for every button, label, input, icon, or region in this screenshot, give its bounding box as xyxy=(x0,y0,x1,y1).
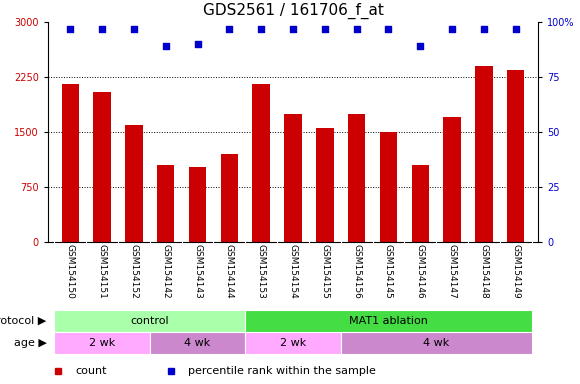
Text: protocol ▶: protocol ▶ xyxy=(0,316,46,326)
Bar xyxy=(316,128,334,242)
Point xyxy=(256,25,266,31)
Text: GSM154156: GSM154156 xyxy=(352,244,361,299)
Text: GSM154151: GSM154151 xyxy=(97,244,107,299)
Text: percentile rank within the sample: percentile rank within the sample xyxy=(188,366,375,376)
Bar xyxy=(220,154,238,242)
Text: 4 wk: 4 wk xyxy=(423,338,450,348)
Text: MAT1 ablation: MAT1 ablation xyxy=(349,316,428,326)
Text: GSM154143: GSM154143 xyxy=(193,244,202,299)
Point xyxy=(511,25,520,31)
Bar xyxy=(189,167,206,242)
Text: GSM154146: GSM154146 xyxy=(416,244,425,299)
Bar xyxy=(150,333,245,354)
Point xyxy=(161,43,171,49)
Bar xyxy=(443,118,461,242)
Text: 2 wk: 2 wk xyxy=(89,338,115,348)
Text: age ▶: age ▶ xyxy=(13,338,46,348)
Text: 2 wk: 2 wk xyxy=(280,338,306,348)
Point xyxy=(288,25,298,31)
Text: count: count xyxy=(75,366,107,376)
Text: 4 wk: 4 wk xyxy=(184,338,211,348)
Bar xyxy=(380,132,397,242)
Bar xyxy=(55,310,245,331)
Point xyxy=(384,25,393,31)
Point xyxy=(224,25,234,31)
Point xyxy=(479,25,488,31)
Bar xyxy=(340,333,532,354)
Text: GSM154144: GSM154144 xyxy=(225,244,234,299)
Text: control: control xyxy=(130,316,169,326)
Text: GSM154148: GSM154148 xyxy=(480,244,488,299)
Bar xyxy=(157,165,175,242)
Bar xyxy=(507,70,524,242)
Text: GSM154142: GSM154142 xyxy=(161,244,170,299)
Point xyxy=(352,25,361,31)
Title: GDS2561 / 161706_f_at: GDS2561 / 161706_f_at xyxy=(202,3,383,19)
Bar xyxy=(125,125,143,242)
Point xyxy=(129,25,139,31)
Bar xyxy=(412,165,429,242)
Point xyxy=(447,25,456,31)
Text: GSM154154: GSM154154 xyxy=(288,244,298,299)
Point xyxy=(66,25,75,31)
Text: GSM154150: GSM154150 xyxy=(66,244,75,299)
Bar xyxy=(93,92,111,242)
Text: GSM154147: GSM154147 xyxy=(448,244,456,299)
Text: GSM154145: GSM154145 xyxy=(384,244,393,299)
Bar xyxy=(252,84,270,242)
Text: GSM154149: GSM154149 xyxy=(511,244,520,299)
Bar xyxy=(55,333,150,354)
Text: GSM154152: GSM154152 xyxy=(129,244,139,299)
Point xyxy=(320,25,329,31)
Text: GSM154153: GSM154153 xyxy=(257,244,266,299)
Point xyxy=(416,43,425,49)
Bar xyxy=(245,333,340,354)
Bar xyxy=(475,66,492,242)
Bar xyxy=(284,114,302,242)
Text: GSM154155: GSM154155 xyxy=(320,244,329,299)
Bar xyxy=(348,114,365,242)
Bar xyxy=(245,310,532,331)
Bar xyxy=(61,84,79,242)
Point xyxy=(97,25,107,31)
Point xyxy=(193,41,202,47)
